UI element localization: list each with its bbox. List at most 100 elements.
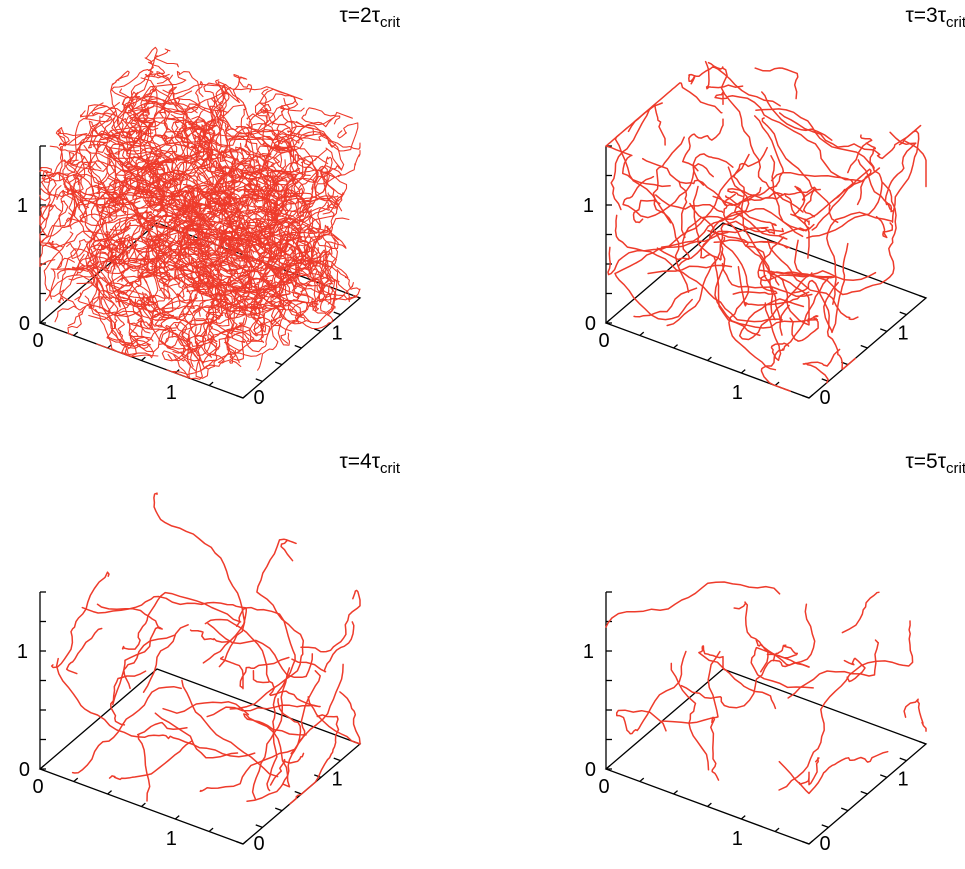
vortex-line xyxy=(113,169,149,200)
vortex-line xyxy=(233,312,271,353)
vortex-line xyxy=(72,173,88,222)
vortex-line xyxy=(57,253,85,304)
vortex-line xyxy=(57,264,150,317)
vortex-line xyxy=(313,217,350,283)
x-tick-mark xyxy=(73,777,79,782)
vortex-line xyxy=(875,215,894,239)
vortex-line xyxy=(307,691,361,745)
vortex-line xyxy=(39,185,75,270)
x-tick-label: 1 xyxy=(732,828,743,850)
y-tick-mark xyxy=(821,824,829,828)
vortex-line xyxy=(847,134,873,174)
vortex-line xyxy=(181,297,230,342)
vortex-line xyxy=(73,203,119,242)
vortex-line xyxy=(121,591,242,650)
vortex-line xyxy=(223,129,290,173)
z-tick-label: 1 xyxy=(17,195,28,217)
vortex-line xyxy=(294,148,328,175)
vortex-line xyxy=(257,267,298,298)
vortex-line xyxy=(154,712,239,759)
vortex-line xyxy=(67,305,87,336)
y-tick-mark xyxy=(333,757,341,762)
vortex-line xyxy=(707,61,804,213)
vortex-line xyxy=(108,740,193,781)
vortex-line xyxy=(65,185,168,227)
x-tick-mark xyxy=(774,827,780,832)
y-tick-label: 1 xyxy=(897,768,908,790)
y-tick-mark xyxy=(255,824,263,828)
vortex-line xyxy=(285,161,312,234)
x-tick-mark xyxy=(707,356,712,361)
vortex-line xyxy=(116,291,183,353)
vortex-line xyxy=(139,147,181,166)
vortex-line xyxy=(143,119,186,196)
y-tick-label: 1 xyxy=(331,768,342,790)
vortex-line xyxy=(755,108,875,169)
vortex-line xyxy=(791,279,857,370)
x-tick-label: 1 xyxy=(732,382,743,404)
chart-panel-1: τ=2τcrit 0 1 0 1 0 1 xyxy=(0,0,482,423)
vortex-line xyxy=(154,293,195,328)
vortex-line xyxy=(266,121,315,152)
vortex-line xyxy=(76,238,173,272)
z-tick-label: 1 xyxy=(17,641,28,663)
vortex-line xyxy=(189,629,229,643)
vortex-line xyxy=(39,203,62,237)
vortex-line xyxy=(189,173,278,227)
vortex-line xyxy=(49,242,86,300)
y-tick-label: 0 xyxy=(819,833,830,855)
vortex-line xyxy=(207,283,249,313)
x-tick-label: 0 xyxy=(32,330,43,352)
vortex-line xyxy=(129,117,159,135)
vortex-line xyxy=(307,203,339,249)
vortex-line xyxy=(181,150,257,180)
vortex-line xyxy=(90,161,116,270)
vortex-line xyxy=(615,650,687,735)
vortex-line xyxy=(252,277,282,331)
vortex-line xyxy=(81,595,248,664)
y-tick-mark xyxy=(860,344,868,349)
vortex-line xyxy=(96,603,163,706)
vortex-line xyxy=(120,290,174,322)
vortex-line xyxy=(280,539,297,562)
x-tick-mark xyxy=(73,331,79,336)
vortex-line xyxy=(143,206,173,278)
chart-title: τ=2τcrit xyxy=(339,4,400,31)
vortex-line xyxy=(106,276,200,349)
vortex-line xyxy=(207,198,249,220)
vortex-line xyxy=(692,153,734,186)
vortex-line xyxy=(194,334,225,379)
vortex-line xyxy=(150,305,232,349)
vortex-line xyxy=(203,261,252,327)
vortex-line xyxy=(292,210,335,299)
vortex-line xyxy=(243,713,307,788)
vortex-line xyxy=(289,714,340,805)
vortex-line xyxy=(246,88,299,126)
y-tick-mark xyxy=(255,378,263,382)
vortex-line xyxy=(140,77,225,137)
vortex-line xyxy=(700,226,769,337)
vortex-line xyxy=(734,185,788,240)
vortex-line xyxy=(755,639,769,673)
vortex-line xyxy=(141,234,218,283)
vortex-line xyxy=(209,159,264,211)
vortex-line xyxy=(248,189,296,262)
vortex-line xyxy=(88,120,140,152)
vortex-line xyxy=(175,206,213,232)
vortex-line xyxy=(65,627,103,675)
vortex-line xyxy=(57,127,88,147)
vortex-line xyxy=(322,171,348,215)
vortex-line xyxy=(199,670,321,793)
vortex-line xyxy=(627,82,723,133)
chart-title-subscript: crit xyxy=(380,14,400,31)
chart-title: τ=3τcrit xyxy=(905,4,965,31)
vortex-line xyxy=(158,271,214,293)
vortex-line xyxy=(292,168,335,267)
vortex-line xyxy=(246,698,302,802)
vortex-line xyxy=(201,120,226,162)
vortex-line xyxy=(307,227,347,292)
vortex-line xyxy=(183,165,225,225)
vortex-line xyxy=(86,210,152,254)
vortex-line xyxy=(76,267,113,310)
vortex-line xyxy=(206,669,321,718)
